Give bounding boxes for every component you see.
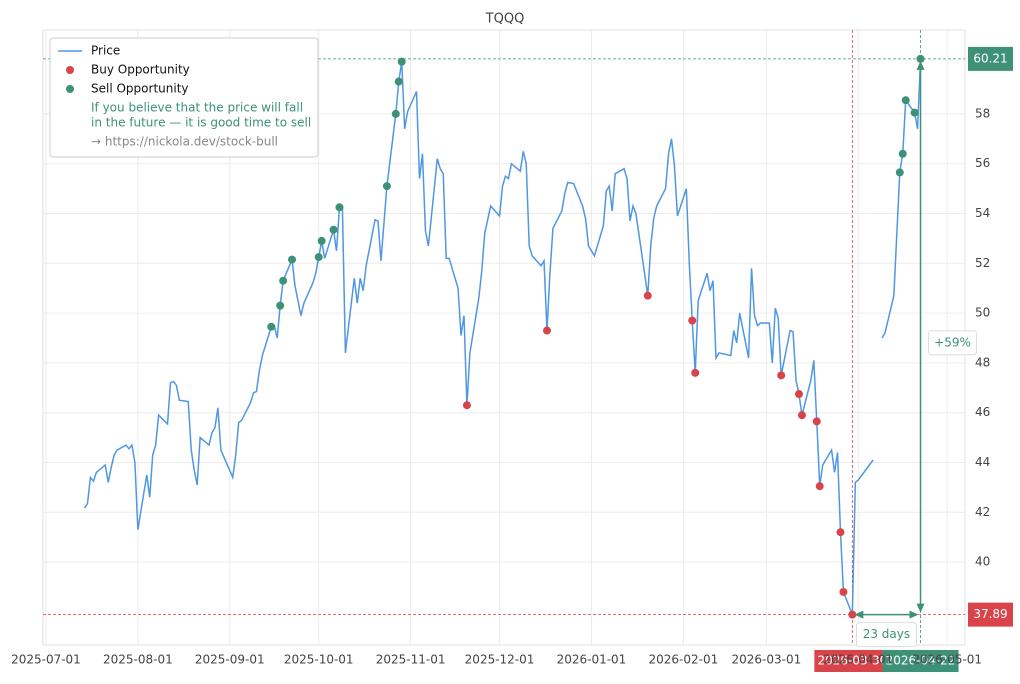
date-badge-label: 2026-04-22 [886, 654, 956, 668]
signal-point [317, 236, 326, 245]
signal-point [797, 411, 806, 420]
date-badge [882, 650, 959, 672]
signal-point [794, 390, 803, 399]
y-tick-label: 42 [975, 505, 990, 519]
legend-link: → https://nickola.dev/stock-bull [91, 135, 278, 149]
signal-point [895, 168, 904, 177]
price-line [83, 61, 874, 615]
legend-swatch [66, 85, 74, 93]
value-badge-label: 60.21 [973, 51, 1007, 65]
signal-point [916, 54, 925, 63]
signal-point [542, 326, 551, 335]
signal-point [848, 610, 857, 619]
legend-label: Price [91, 44, 120, 58]
y-tick-label: 56 [975, 156, 990, 170]
y-tick-label: 58 [975, 106, 990, 120]
signal-point [462, 401, 471, 410]
y-tick-label: 46 [975, 405, 990, 419]
x-tick-label: 2025-10-01 [284, 653, 354, 667]
legend-box [49, 37, 319, 158]
signal-point [898, 149, 907, 158]
x-tick-label: 2026-01-01 [557, 653, 627, 667]
signal-point [688, 316, 697, 325]
signal-point [288, 255, 297, 264]
signal-point [910, 108, 919, 117]
signal-point [777, 371, 786, 380]
change-label-box [928, 330, 978, 356]
x-tick-label: 2025-09-01 [195, 653, 265, 667]
y-tick-label: 40 [975, 555, 990, 569]
value-badge [968, 46, 1013, 71]
signal-point [267, 322, 276, 331]
value-badge-label: 37.89 [973, 607, 1007, 621]
signal-point [391, 109, 400, 118]
signal-point [382, 182, 391, 191]
change-label: +59% [934, 335, 971, 349]
legend-note: in the future — it is good time to sell [91, 116, 311, 130]
signal-point [276, 301, 285, 310]
y-tick-label: 52 [975, 256, 990, 270]
x-tick-label: 2025-08-01 [103, 653, 173, 667]
value-badge [968, 602, 1013, 627]
signal-point [839, 587, 848, 596]
signal-point [643, 291, 652, 300]
signal-point [812, 417, 821, 426]
signal-point [901, 96, 910, 105]
x-tick-label: 2026-04-01 [823, 653, 893, 667]
date-badge-label: 2026-03-30 [817, 654, 887, 668]
legend-label: Sell Opportunity [91, 82, 189, 96]
signal-point [691, 368, 700, 377]
signal-point [279, 276, 288, 285]
duration-label: 23 days [863, 627, 910, 641]
signal-point [815, 482, 824, 491]
x-tick-label: 2025-07-01 [11, 653, 81, 667]
y-tick-label: 54 [975, 206, 990, 220]
x-tick-label: 2025-12-01 [465, 653, 535, 667]
signal-point [329, 225, 338, 234]
x-tick-label: 2025-11-01 [376, 653, 446, 667]
legend-label: Buy Opportunity [91, 63, 190, 77]
signal-point [397, 57, 406, 66]
x-tick-label: 2026-05-01 [912, 653, 982, 667]
duration-label-box [855, 622, 917, 648]
y-tick-label: 50 [975, 306, 990, 320]
y-tick-label: 44 [975, 455, 990, 469]
signal-point [335, 203, 344, 212]
chart-title: TQQQ [485, 12, 525, 27]
legend-note: If you believe that the price will fall [91, 101, 303, 115]
signal-point [314, 253, 323, 262]
date-badge [814, 650, 891, 672]
signal-point [836, 528, 845, 537]
y-tick-label: 48 [975, 355, 990, 369]
signal-point [394, 77, 403, 86]
x-tick-label: 2026-02-01 [648, 653, 718, 667]
legend-swatch [66, 66, 74, 74]
x-tick-label: 2026-03-01 [731, 653, 801, 667]
